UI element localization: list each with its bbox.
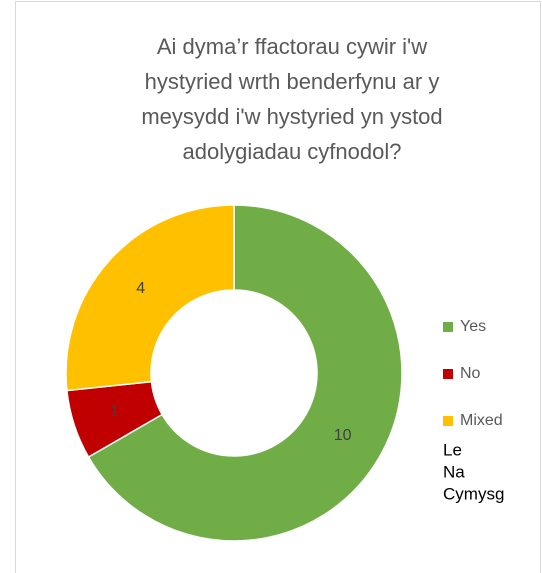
chart-title: Ai dyma’r ffactorau cywir i'w: [157, 34, 427, 59]
legend-extra: Na: [443, 462, 465, 481]
legend-label: Yes: [460, 318, 486, 335]
data-label: 1: [110, 403, 119, 420]
legend-swatch: [443, 322, 453, 332]
data-label: 4: [136, 280, 145, 297]
chart-title: adolygiadau cyfnodol?: [183, 139, 402, 164]
legend-swatch: [443, 416, 453, 426]
legend-swatch: [443, 369, 453, 379]
legend-extra: Le: [443, 440, 462, 459]
legend-extra: Cymysg: [443, 484, 504, 503]
chart-title: hystyried wrth benderfynu ar y: [145, 69, 440, 94]
legend-label: Mixed: [460, 412, 503, 429]
legend-label: No: [460, 365, 481, 382]
data-label: 10: [334, 427, 352, 444]
donut-slice: [87, 204, 403, 542]
chart-title: meysydd i'w hystyried yn ystod: [141, 104, 442, 129]
donut-slice: [65, 204, 235, 392]
